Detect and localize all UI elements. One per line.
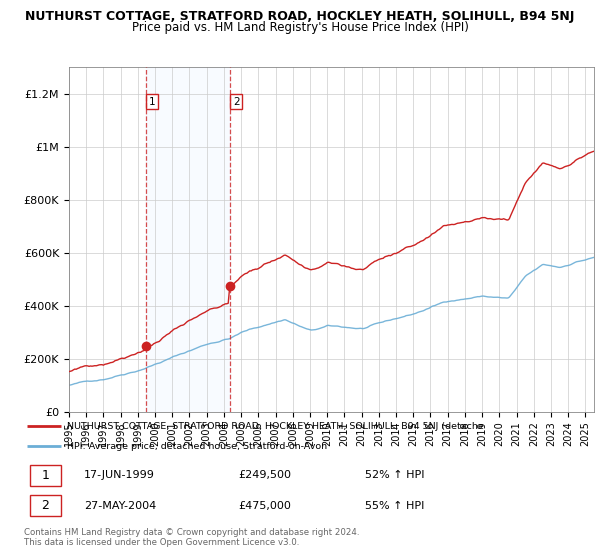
Text: Contains HM Land Registry data © Crown copyright and database right 2024.
This d: Contains HM Land Registry data © Crown c… — [24, 528, 359, 547]
Text: 52% ↑ HPI: 52% ↑ HPI — [365, 470, 424, 480]
Text: 2: 2 — [233, 97, 239, 106]
Text: £249,500: £249,500 — [239, 470, 292, 480]
Text: 1: 1 — [41, 469, 49, 482]
Text: NUTHURST COTTAGE, STRATFORD ROAD, HOCKLEY HEATH, SOLIHULL, B94 5NJ: NUTHURST COTTAGE, STRATFORD ROAD, HOCKLE… — [25, 10, 575, 23]
Text: HPI: Average price, detached house, Stratford-on-Avon: HPI: Average price, detached house, Stra… — [67, 442, 327, 451]
Text: 27-MAY-2004: 27-MAY-2004 — [84, 501, 156, 511]
Text: £475,000: £475,000 — [239, 501, 292, 511]
Text: NUTHURST COTTAGE, STRATFORD ROAD, HOCKLEY HEATH, SOLIHULL, B94 5NJ (detache: NUTHURST COTTAGE, STRATFORD ROAD, HOCKLE… — [67, 422, 484, 431]
Text: 55% ↑ HPI: 55% ↑ HPI — [365, 501, 424, 511]
Text: Price paid vs. HM Land Registry's House Price Index (HPI): Price paid vs. HM Land Registry's House … — [131, 21, 469, 34]
Text: 1: 1 — [148, 97, 155, 106]
FancyBboxPatch shape — [29, 495, 61, 516]
FancyBboxPatch shape — [29, 465, 61, 486]
Text: 17-JUN-1999: 17-JUN-1999 — [84, 470, 155, 480]
Bar — [146, 67, 230, 412]
Text: 2: 2 — [41, 500, 49, 512]
